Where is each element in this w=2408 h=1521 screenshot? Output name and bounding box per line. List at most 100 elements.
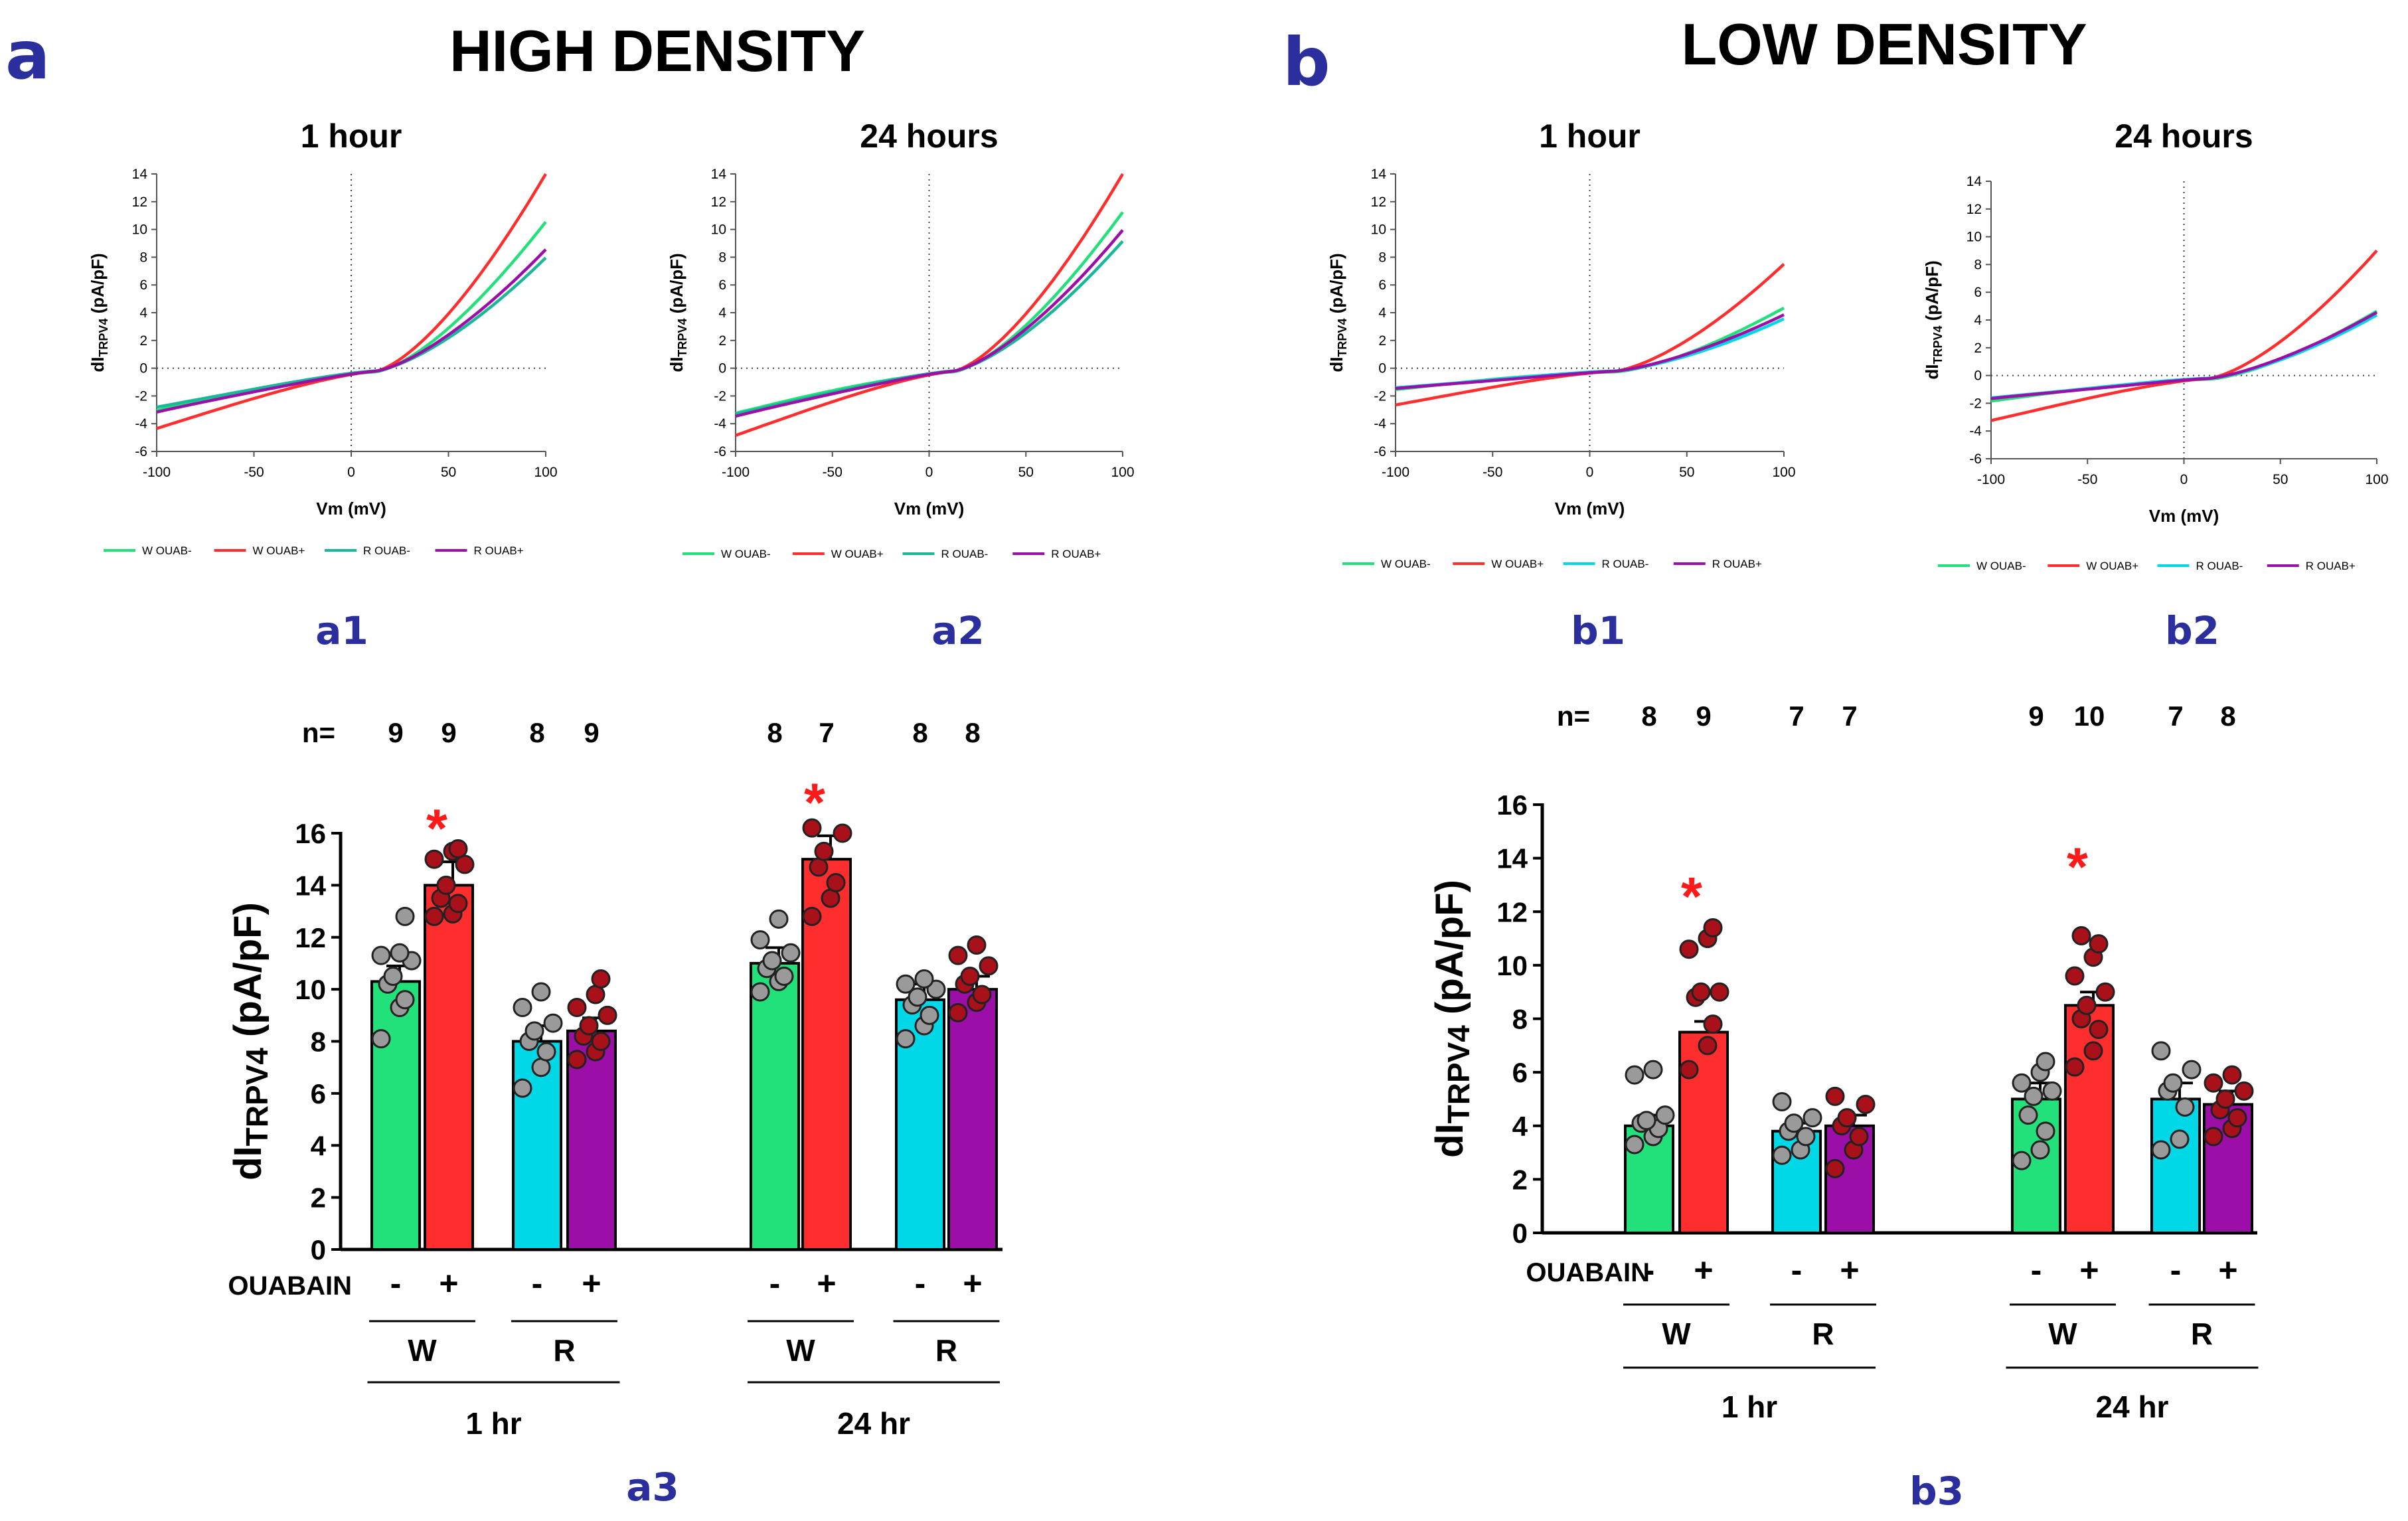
y-tick-label: 14 <box>1967 174 1982 189</box>
bar-chart-a3: 0 2 4 6 8 10 12 14 16 dITRPV4 (pA/pF) n= OUABAIN 9 - 9… <box>226 717 1003 1441</box>
ouabain-sign: - <box>2031 1251 2042 1289</box>
data-point <box>896 1029 916 1049</box>
data-point <box>2089 1020 2109 1040</box>
data-point <box>2071 926 2091 946</box>
y-tick-label: 2 <box>139 333 147 349</box>
x-tick-label: -100 <box>1977 472 2005 487</box>
y-axis-label-unit: (pA/pF) <box>226 902 270 1048</box>
y-tick-label: -4 <box>135 416 147 432</box>
x-tick-label: -50 <box>2077 472 2097 487</box>
iv-chart-a2: 24 hours -6 -4 -2 0 2 4 6 8 10 12 14 -100 -50 0 50 100 Vm… <box>667 118 1135 560</box>
y-tick-label: 6 <box>1974 285 1982 300</box>
chart-title: 24 hours <box>2115 118 2253 155</box>
data-point <box>2065 1057 2085 1077</box>
significance-star: * <box>2067 837 2088 898</box>
chart-title: 1 hour <box>301 118 402 155</box>
y-tick-label: 0 <box>311 1234 326 1265</box>
y-tick-label: 8 <box>718 250 726 265</box>
y-tick-label: 12 <box>1496 896 1528 927</box>
data-point <box>914 969 934 989</box>
panel-label-b1: b1 <box>1571 608 1625 653</box>
y-axis-label-sub: TRPV4 <box>240 1048 274 1147</box>
y-tick-label: -2 <box>135 388 147 404</box>
y-tick-label: 2 <box>1378 333 1386 349</box>
panel-label-b2: b2 <box>2165 608 2219 653</box>
n-value: 8 <box>912 717 927 748</box>
n-value: 9 <box>2028 700 2044 732</box>
y-axis-label: dITRPV4 (pA/pF) <box>226 902 274 1180</box>
x-tick-label: 50 <box>2273 472 2288 487</box>
y-tick-label: 6 <box>1512 1057 1528 1088</box>
series-line-r-ouab- <box>1990 313 2378 400</box>
data-point <box>371 1029 391 1049</box>
n-value: 10 <box>2074 700 2105 732</box>
x-tick-label: 0 <box>925 465 933 480</box>
n-value: 7 <box>1842 700 1857 732</box>
y-tick-label: -2 <box>1969 396 1982 411</box>
y-tick-label: 0 <box>1378 361 1386 376</box>
data-point <box>2151 1041 2171 1061</box>
data-point <box>2234 1081 2254 1101</box>
y-axis-label: dITRPV4 (pA/pF) <box>1326 253 1349 372</box>
data-point <box>371 945 391 965</box>
data-point <box>591 1032 611 1051</box>
bar-w-ouab-1-hr <box>424 884 474 1251</box>
iv-chart-b2: 24 hours -6 -4 -2 0 2 4 6 8 10 12 14 -100 -50 0 50 100 Vm… <box>1922 118 2389 572</box>
y-tick-label: 16 <box>1496 789 1528 821</box>
n-value: 7 <box>819 717 834 748</box>
data-point <box>1849 1127 1869 1147</box>
panel-label-a3: a3 <box>626 1465 679 1510</box>
y-tick-label: 4 <box>1378 305 1386 321</box>
data-point <box>2089 934 2109 954</box>
y-tick-label: 10 <box>1967 230 1982 245</box>
ouabain-sign: + <box>1694 1251 1713 1289</box>
data-point <box>762 951 782 971</box>
bar-w-ouab-1-hr <box>370 980 421 1251</box>
y-axis-label: dITRPV4 (pA/pF) <box>667 253 689 372</box>
y-axis-label-main: dI <box>88 357 108 372</box>
y-tick-label: 6 <box>139 278 147 293</box>
x-tick-label: 100 <box>534 465 557 480</box>
data-point <box>972 985 992 1004</box>
legend-label: W OUAB- <box>1976 560 2026 572</box>
ouabain-sign: + <box>582 1265 601 1302</box>
data-point <box>2204 1073 2223 1093</box>
significance-star: * <box>426 799 447 859</box>
series-line-r-ouab- <box>1395 313 1785 390</box>
data-point <box>960 967 980 987</box>
data-point <box>2036 1121 2055 1141</box>
y-tick-label: 10 <box>132 222 147 238</box>
strain-label: R <box>935 1333 957 1368</box>
y-tick-label: 10 <box>711 222 726 238</box>
x-tick-label: 100 <box>1772 465 1795 480</box>
y-axis-label-unit: (pA/pF) <box>1922 260 1942 325</box>
series-line-w-ouab- <box>1990 309 2378 403</box>
panel-label-a: a <box>5 17 50 94</box>
n-value: 9 <box>388 717 403 748</box>
ouabain-label: OUABAIN <box>228 1271 352 1301</box>
y-tick-label: -4 <box>1374 416 1386 432</box>
bar-w-ouab-24-hr <box>2064 1004 2115 1234</box>
strain-label: R <box>553 1333 575 1368</box>
time-label: 1 hr <box>465 1406 521 1441</box>
data-point <box>2170 1129 2190 1149</box>
data-point <box>424 906 444 926</box>
strain-label: W <box>2048 1317 2077 1351</box>
data-point <box>455 854 475 874</box>
data-point <box>513 1078 532 1098</box>
data-point <box>2163 1073 2183 1093</box>
y-axis-label: dITRPV4 (pA/pF) <box>1922 260 1945 379</box>
data-point <box>524 1021 544 1041</box>
y-tick-label: 2 <box>1512 1164 1528 1195</box>
y-axis-label-unit: (pA/pF) <box>1428 880 1471 1025</box>
series-line-w-ouab- <box>735 173 1124 438</box>
data-point <box>395 906 415 926</box>
data-point <box>543 1013 563 1033</box>
data-point <box>383 967 403 987</box>
y-tick-label: 0 <box>1512 1218 1528 1249</box>
y-axis-label-main: dI <box>1428 1123 1471 1158</box>
bar-r-ouab-24-hr <box>947 988 998 1251</box>
iv-chart-a1: 1 hour -6 -4 -2 0 2 4 6 8 10 12 14 -100 -50 0 50 100 Vm (… <box>88 118 558 557</box>
ouabain-sign: + <box>2218 1251 2237 1289</box>
data-point <box>814 841 834 861</box>
